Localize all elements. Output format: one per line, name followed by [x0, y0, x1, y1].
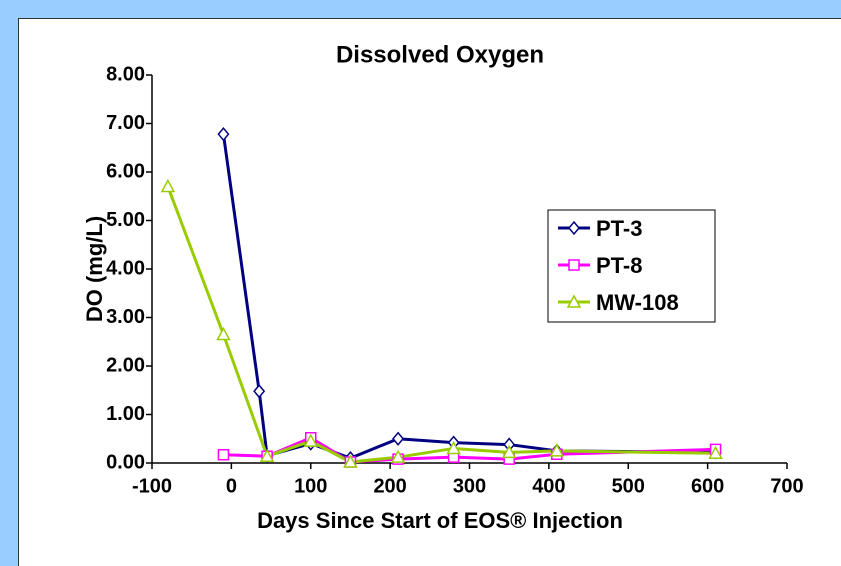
marker: [303, 433, 319, 447]
y-tick-label: 0.00: [106, 451, 145, 473]
x-tick-label: 600: [691, 475, 724, 497]
legend-marker: [566, 294, 582, 308]
marker: [217, 126, 230, 142]
marker: [392, 431, 405, 446]
x-tick-label: 100: [294, 475, 327, 497]
marker: [160, 178, 176, 193]
y-axis-title: DO (mg/L): [82, 216, 107, 322]
series-line: [221, 133, 716, 460]
y-tick-label: 5.00: [106, 209, 145, 231]
x-tick-label: 300: [453, 475, 486, 497]
x-tick-label: 400: [532, 475, 565, 497]
y-tick-label: 1.00: [106, 403, 145, 425]
y-tick-label: 3.00: [106, 306, 145, 328]
x-axis-title: Days Since Start of EOS® Injection: [257, 508, 623, 533]
marker: [708, 445, 723, 460]
x-tick-label: 0: [226, 475, 237, 497]
marker: [253, 384, 266, 399]
y-tick-label: 2.00: [106, 354, 145, 376]
y-tick-label: 4.00: [106, 257, 145, 279]
x-tick-label: 700: [770, 475, 803, 497]
marker: [549, 443, 565, 457]
series-line: [166, 186, 716, 464]
marker: [217, 449, 230, 461]
marker: [259, 448, 275, 462]
x-tick-label: -100: [132, 475, 172, 497]
chart-title: Dissolved Oxygen: [336, 41, 544, 68]
legend-label: PT-3: [596, 216, 642, 241]
x-tick-label: 500: [612, 475, 645, 497]
marker: [446, 440, 461, 455]
y-tick-label: 6.00: [106, 160, 145, 182]
y-tick-label: 8.00: [106, 63, 145, 85]
legend-marker: [568, 220, 580, 236]
marker: [390, 449, 406, 463]
y-tick-label: 7.00: [106, 112, 145, 134]
legend-label: MW-108: [596, 290, 679, 315]
x-tick-label: 200: [373, 475, 406, 497]
legend-label: PT-8: [596, 253, 642, 278]
marker: [343, 454, 358, 468]
marker: [501, 444, 517, 459]
legend-marker: [568, 259, 580, 271]
marker: [216, 326, 231, 341]
